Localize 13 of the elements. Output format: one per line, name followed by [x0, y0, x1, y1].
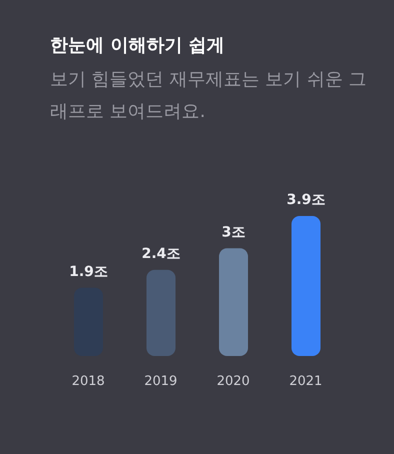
data-label: 3조	[222, 224, 246, 240]
bar	[146, 270, 176, 356]
x-tick-label: 2018	[72, 374, 105, 390]
chart-title: 한눈에 이해하기 쉽게	[50, 34, 225, 57]
chart-subtitle: 보기 힘들었던 재무제표는 보기 쉬운 그래프로 보여드려요.	[50, 68, 368, 124]
data-label: 2.4조	[142, 246, 180, 262]
x-tick-label: 2020	[216, 374, 250, 390]
bar	[219, 248, 248, 356]
x-tick-label: 2021	[289, 374, 322, 390]
data-label: 3.9조	[286, 192, 326, 208]
data-label: 1.9조	[69, 264, 108, 280]
bar	[292, 216, 320, 356]
x-tick-label: 2019	[144, 374, 178, 390]
